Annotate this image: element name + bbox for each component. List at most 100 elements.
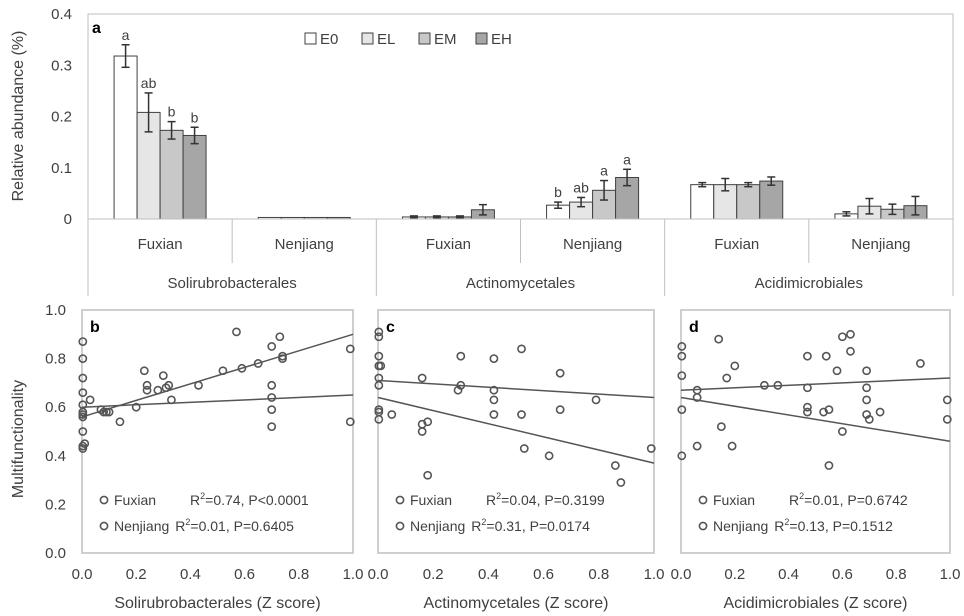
x-tick-label: 0.6 — [832, 566, 853, 583]
scatter-point-fuxian — [803, 351, 812, 361]
significance-letter: b — [191, 109, 199, 125]
scatter-point-fuxian — [821, 351, 831, 361]
x-tick-label: 0.4 — [778, 566, 799, 583]
legend-stat-nenjiang: Nenjiang R2=0.01, P=0.6405 — [114, 517, 294, 534]
panel-a-y-tick-label: 0.1 — [51, 160, 72, 177]
panel-d-scatter: d 0.0 0.2 0.4 0.6 0.8 1.0 Acidimicrobiales (Z s… — [671, 309, 960, 612]
scatter-point-nenjiang — [646, 444, 656, 453]
y-tick-label: 0.2 — [45, 496, 66, 513]
legend-swatch-el — [361, 32, 374, 45]
scatter-point-fuxian — [374, 380, 384, 390]
y-tick-label: 0.6 — [45, 399, 66, 416]
panel-a-legend: E0 EL EM EH — [304, 31, 512, 48]
scatter-point-nenjiang — [489, 395, 499, 405]
legend-swatch-em — [418, 32, 431, 45]
site-label: Nenjiang — [275, 236, 334, 253]
legend-stat-nenjiang: Nenjiang R2=0.31, P=0.0174 — [410, 517, 590, 534]
scatter-point-fuxian — [78, 354, 88, 363]
significance-letter: ab — [573, 179, 589, 195]
scatter-point-nenjiang — [489, 410, 499, 419]
bar — [113, 55, 138, 220]
site-label: Fuxian — [426, 236, 471, 253]
scatter-point-fuxian — [846, 329, 855, 339]
scatter-point-fuxian — [555, 368, 565, 378]
scatter-point-nenjiang — [803, 407, 812, 417]
scatter-point-nenjiang — [727, 441, 737, 451]
significance-letter: a — [122, 27, 130, 43]
x-tick-label: 0.8 — [588, 566, 609, 583]
scatter-point-fuxian — [275, 332, 285, 342]
panel-d-frame — [680, 309, 951, 554]
significance-letter: b — [554, 184, 562, 200]
legend-marker-nenjiang — [99, 521, 109, 531]
scatter-point-fuxian — [374, 327, 384, 337]
fit-line-fuxian — [377, 379, 655, 399]
order-label: Acidimicrobiales — [755, 275, 863, 292]
scatter-point-fuxian — [832, 366, 842, 376]
legend-stat-fuxian: Fuxian R2=0.04, P=0.3199 — [410, 491, 605, 508]
scatter-point-fuxian — [677, 342, 687, 351]
bar — [182, 134, 207, 220]
panel-b-frame — [81, 309, 354, 554]
scatter-point-fuxian — [345, 344, 355, 354]
fit-line-nenjiang — [81, 394, 354, 408]
legend-marker-nenjiang — [698, 521, 708, 531]
scatter-point-nenjiang — [267, 405, 277, 415]
scatter-point-fuxian — [253, 359, 263, 368]
scatter-point-fuxian — [78, 388, 88, 398]
scatter-point-fuxian — [456, 351, 466, 361]
scatter-point-fuxian — [759, 380, 769, 390]
scatter-point-nenjiang — [417, 427, 427, 436]
site-label: Nenjiang — [851, 236, 910, 253]
significance-letter: ab — [141, 75, 157, 91]
scatter-point-nenjiang — [864, 414, 874, 424]
scatter-point-nenjiang — [267, 380, 277, 390]
scatter-point-nenjiang — [345, 417, 355, 427]
scatter-point-nenjiang — [544, 451, 554, 461]
scatter-point-fuxian — [942, 395, 952, 405]
scatter-point-fuxian — [714, 334, 724, 344]
scatter-point-fuxian — [237, 363, 247, 373]
scatter-point-fuxian — [78, 373, 88, 383]
fit-line-fuxian — [81, 333, 354, 418]
x-tick-label: 0.0 — [72, 566, 93, 583]
scatter-point-fuxian — [376, 361, 386, 371]
scatter-point-nenjiang — [267, 393, 277, 402]
scatter-point-fuxian — [846, 346, 855, 356]
order-label: Solirubrobacterales — [168, 275, 297, 292]
x-tick-label: 0.0 — [368, 566, 389, 583]
legend-stat-fuxian: Fuxian R2=0.74, P<0.0001 — [114, 491, 309, 508]
scatter-point-nenjiang — [99, 407, 109, 417]
x-tick-label: 0.4 — [180, 566, 201, 583]
scatter-point-fuxian — [374, 332, 384, 342]
panel-a-y-tick-label: 0.3 — [51, 57, 72, 74]
legend-marker-fuxian — [395, 495, 405, 505]
x-tick-label: 0.0 — [671, 566, 692, 583]
scatter-point-fuxian — [131, 402, 141, 412]
legend-swatch-e0 — [304, 32, 317, 45]
x-tick-label: 0.8 — [288, 566, 309, 583]
scatter-point-nenjiang — [101, 407, 111, 417]
legend-label-em: EM — [434, 31, 457, 48]
scatter-point-fuxian — [142, 385, 152, 395]
panel-a-frame — [87, 13, 954, 220]
panel-a-bar-chart: a 0 0.1 0.2 0.3 0.4 Relative abundance (%) a… — [10, 6, 954, 296]
scatter-point-fuxian — [267, 342, 277, 351]
site-label: Fuxian — [714, 236, 759, 253]
scatter-point-fuxian — [916, 359, 925, 368]
scatter-point-nenjiang — [115, 417, 125, 427]
panel-a-y-axis-label: Relative abundance (%) — [10, 31, 27, 202]
panel-a-y-tick-label: 0.2 — [51, 109, 72, 126]
scatter-point-fuxian — [730, 361, 740, 371]
scatter-point-nenjiang — [78, 412, 88, 422]
scatter-point-fuxian — [142, 380, 152, 390]
multifunctionality-y-axis-label: Multifunctionality — [10, 380, 27, 498]
scatter-point-nenjiang — [692, 441, 702, 451]
scatter-point-nenjiang — [517, 410, 526, 419]
legend-swatch-eh — [475, 32, 488, 45]
panel-d-label: d — [689, 319, 699, 336]
significance-letter: b — [168, 104, 176, 120]
scatter-point-fuxian — [78, 427, 88, 436]
